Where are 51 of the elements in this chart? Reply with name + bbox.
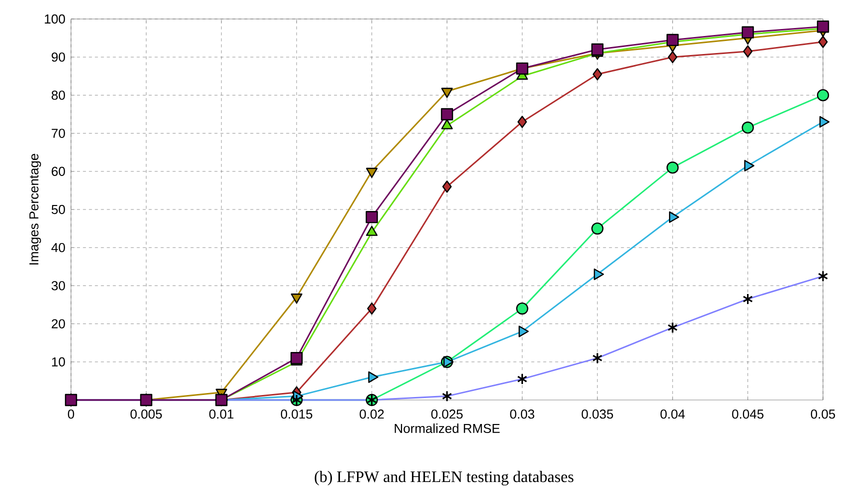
point — [290, 352, 303, 364]
point — [744, 160, 754, 172]
point — [366, 211, 378, 224]
x-tick-label: 0.02 — [360, 410, 384, 419]
text: (b) LFPW and HELEN testing databases — [314, 471, 574, 486]
y-tick-label: 90 — [52, 52, 65, 62]
point — [442, 180, 452, 193]
x-tick-label: 0.05 — [810, 410, 836, 419]
point — [366, 168, 378, 178]
x-tick-label: 0.035 — [582, 410, 614, 419]
y-tick-label: 60 — [52, 166, 65, 176]
y-tick-label: 80 — [52, 90, 65, 100]
point — [816, 89, 830, 102]
point — [368, 371, 378, 384]
x-tick-label: 0.045 — [732, 410, 764, 419]
y-tick-label: 70 — [52, 128, 65, 138]
point — [443, 356, 454, 368]
x-tick-label: 0.025 — [431, 410, 463, 419]
x-tick-label: 0.01 — [209, 410, 234, 419]
y-tick-label: 100 — [44, 14, 65, 24]
point — [818, 36, 828, 48]
point — [367, 302, 377, 315]
point — [668, 51, 678, 64]
point — [290, 294, 302, 304]
point — [669, 211, 680, 224]
y-tick-label: 40 — [51, 243, 65, 252]
point — [516, 62, 528, 75]
y-axis-title: Images Percentage — [29, 154, 42, 265]
point — [516, 302, 528, 315]
y-tick-label: 20 — [52, 319, 65, 328]
y-tick-label: 50 — [52, 205, 65, 214]
point — [591, 222, 604, 235]
point — [591, 44, 604, 56]
x-tick-label: 0.015 — [280, 410, 312, 419]
point — [594, 268, 604, 280]
x-tick-label: 0.005 — [130, 410, 162, 419]
y-tick-label: 30 — [52, 281, 65, 290]
y-tick-label: 10 — [52, 357, 65, 367]
point — [742, 122, 754, 134]
point — [440, 108, 454, 120]
point — [666, 162, 679, 174]
point — [517, 116, 527, 128]
point — [518, 326, 529, 338]
x-tick-label: 0.03 — [510, 410, 534, 419]
point — [819, 116, 830, 128]
x-tick-label: 0 — [68, 410, 74, 419]
point — [743, 45, 753, 58]
point — [592, 68, 602, 80]
x-tick-label: 0.04 — [660, 410, 685, 419]
x-axis-title: Normalized RMSE — [394, 424, 500, 434]
point — [441, 88, 453, 98]
